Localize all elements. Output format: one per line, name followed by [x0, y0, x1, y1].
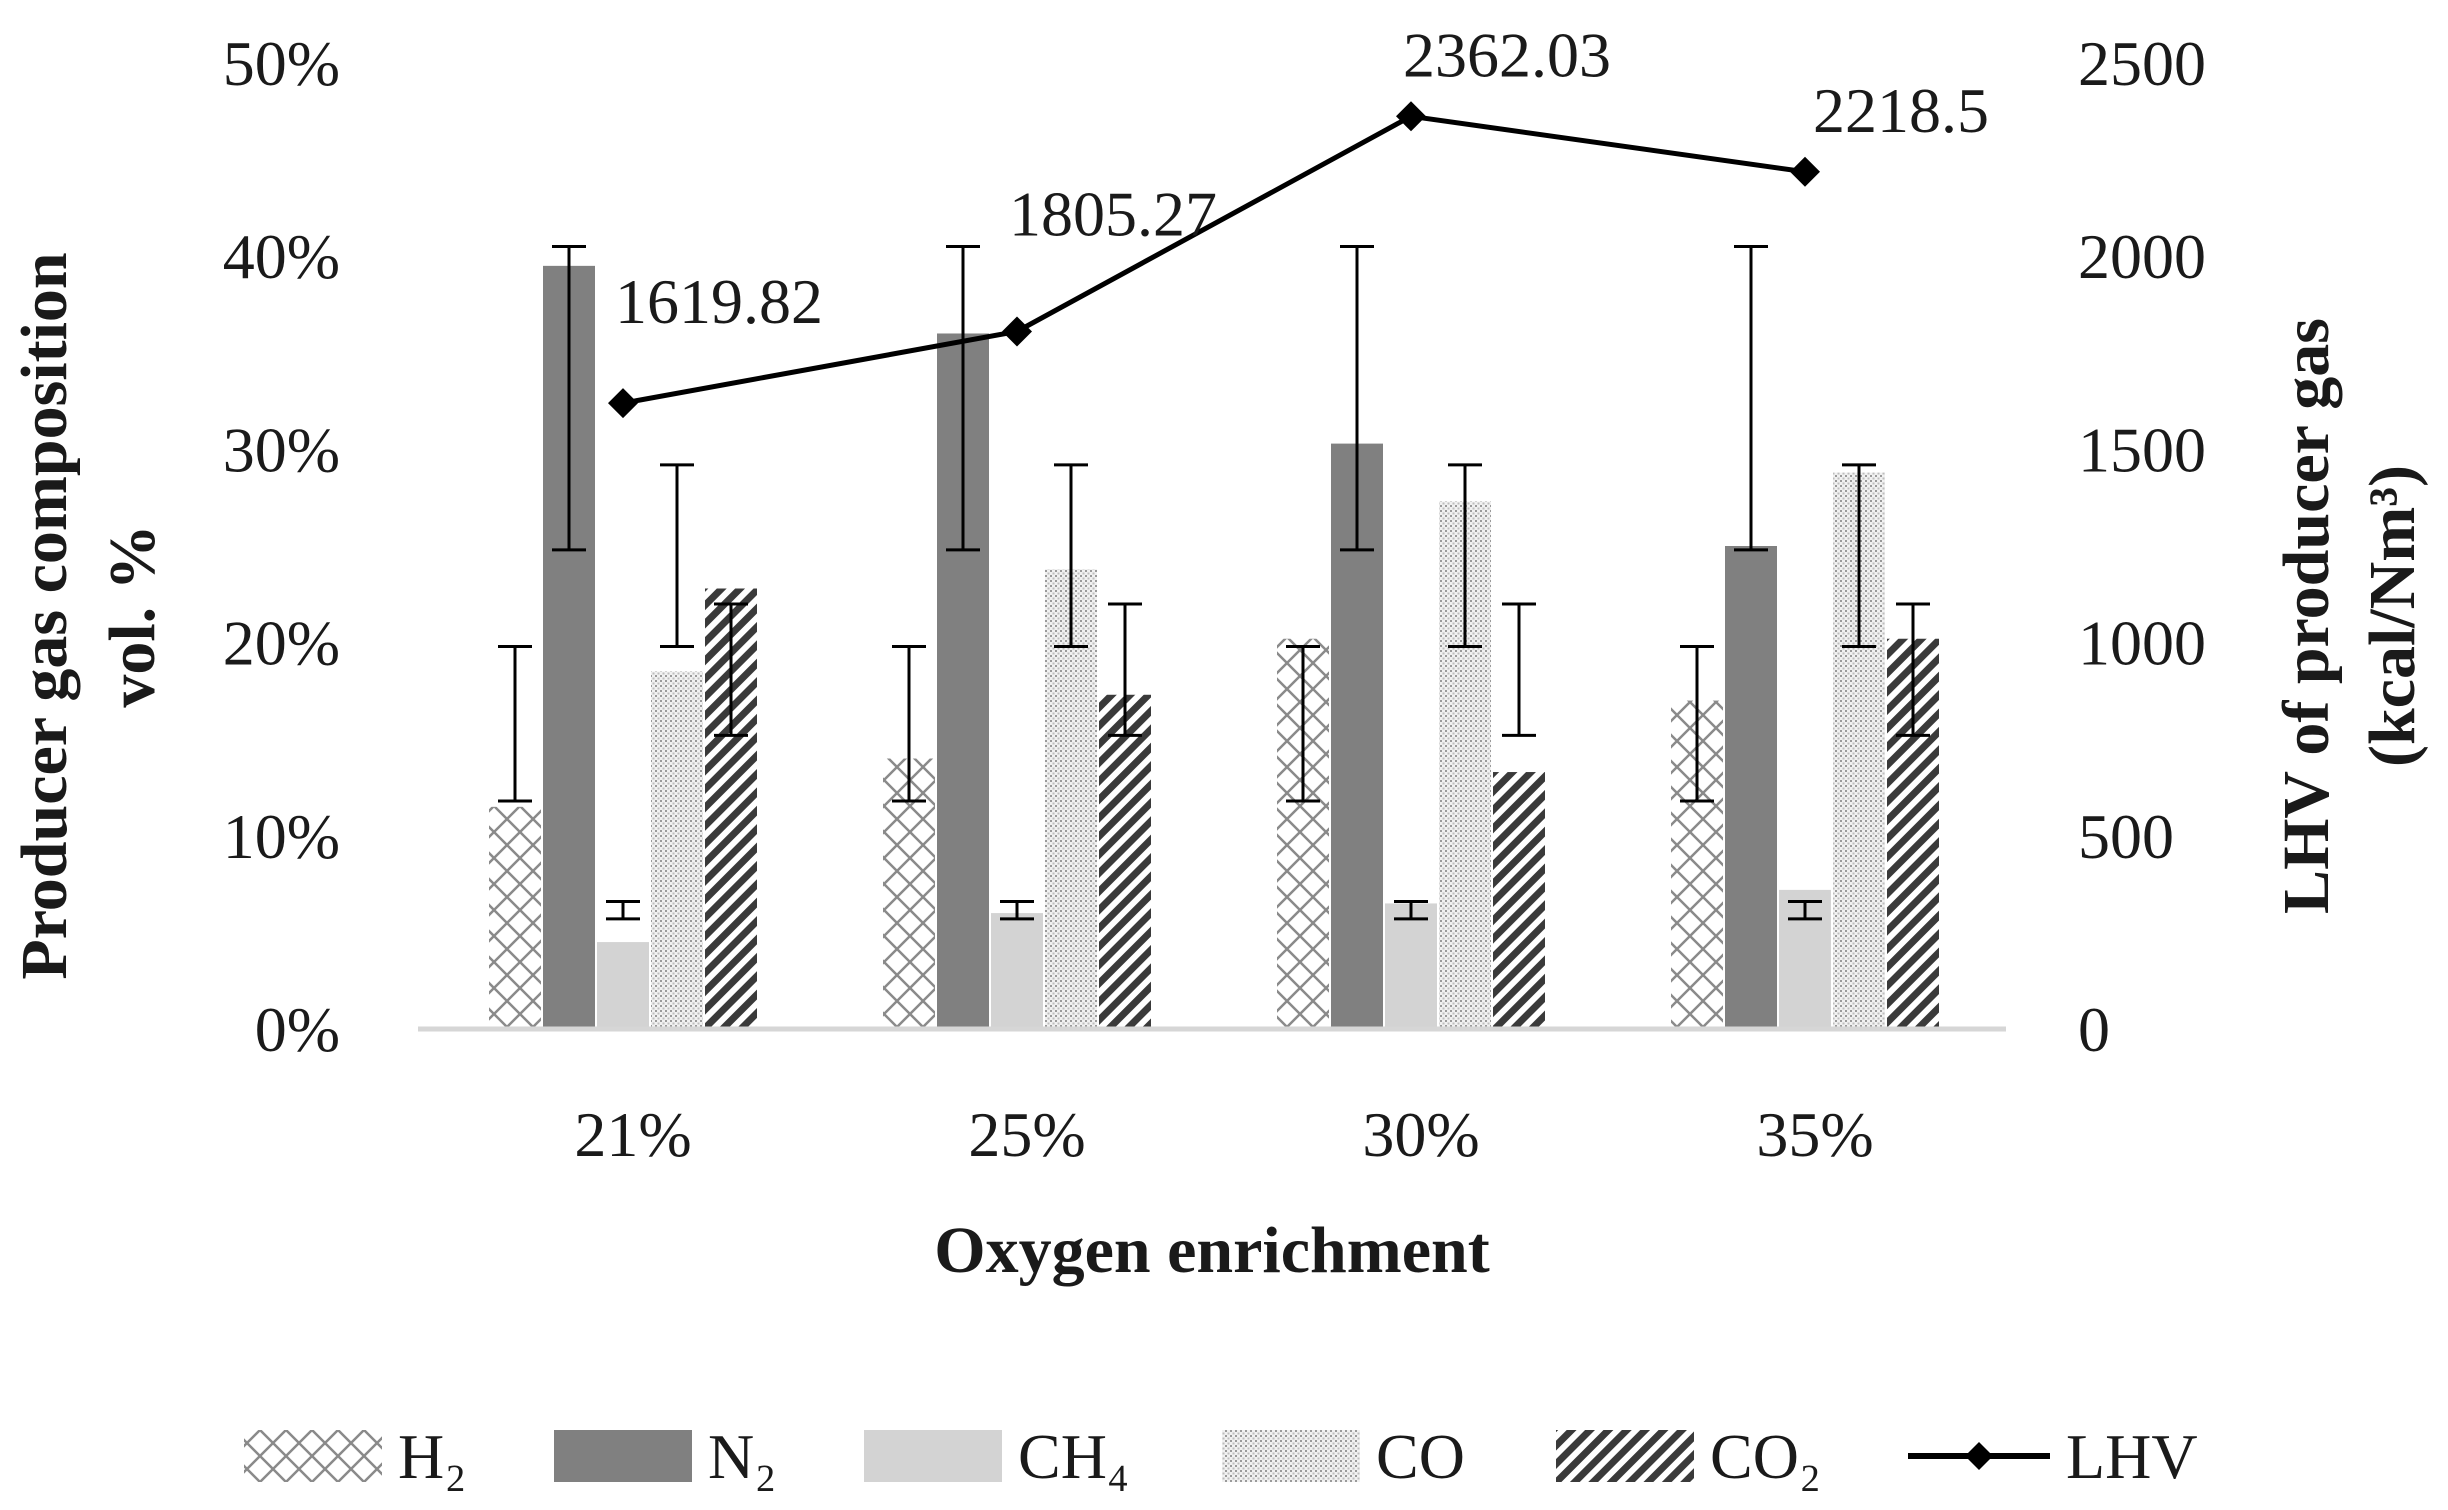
error-bar-co2-21% [714, 602, 748, 737]
y-axis-title-line1: Producer gas composition [8, 252, 81, 979]
lhv-data-label-21%: 1619.82 [615, 266, 823, 337]
error-bar-h2-25% [892, 644, 926, 803]
y2-tick-label: 1000 [2078, 608, 2206, 679]
error-bar-h2-35% [1680, 644, 1714, 803]
lhv-point-35% [1790, 156, 1820, 187]
bar-h2-21% [489, 806, 541, 1029]
lhv-point-25% [1002, 316, 1032, 347]
legend-swatch-lhv-marker [1965, 1442, 1993, 1470]
error-bar-ch4-25% [1000, 899, 1034, 921]
y2-tick-label: 2500 [2078, 28, 2206, 99]
bar-co-21% [651, 671, 703, 1029]
bar-co2-25% [1099, 694, 1151, 1029]
error-bar-ch4-30% [1394, 899, 1428, 921]
y-tick-label: 0% [255, 994, 340, 1065]
bar-ch4-25% [991, 913, 1043, 1029]
lhv-point-21% [608, 388, 638, 419]
y2-axis-title-line1: LHV of producer gas [2270, 318, 2343, 914]
bar-co2-30% [1493, 772, 1545, 1029]
legend-swatch-co [1222, 1430, 1360, 1482]
legend-label-lhv: LHV [2066, 1421, 2198, 1492]
error-bar-ch4-21% [606, 899, 640, 921]
legend-swatch-ch4 [864, 1430, 1002, 1482]
y2-axis-title-line2: (kcal/Nm³) [2356, 465, 2429, 767]
y2-tick-label: 1500 [2078, 414, 2206, 485]
legend-label-h2: H₂ [398, 1421, 467, 1492]
error-bar-n2-25% [946, 245, 980, 552]
legend-swatch-h2 [244, 1430, 382, 1482]
error-bar-co-30% [1448, 463, 1482, 648]
error-bar-co-35% [1842, 463, 1876, 648]
x-tick-label-35%: 35% [1756, 1099, 1873, 1170]
legend-label-co: CO [1376, 1421, 1465, 1492]
error-bar-co2-30% [1502, 602, 1536, 737]
error-bar-ch4-35% [1788, 899, 1822, 921]
error-bar-co-21% [660, 463, 694, 648]
x-axis-title: Oxygen enrichment [934, 1214, 1489, 1287]
legend: H₂ N₂ CH₄ CO CO₂ LHV [244, 1421, 2198, 1492]
error-bar-h2-21% [498, 644, 532, 803]
error-bar-n2-21% [552, 245, 586, 552]
y-tick-label: 40% [223, 221, 340, 292]
x-tick-label-30%: 30% [1362, 1099, 1479, 1170]
legend-label-n2: N₂ [708, 1421, 777, 1492]
error-bar-n2-30% [1340, 245, 1374, 552]
error-bar-co2-35% [1896, 602, 1930, 737]
lhv-data-label-30%: 2362.03 [1403, 19, 1611, 90]
y-axis-title-line2: vol. % [96, 524, 169, 707]
legend-label-co2: CO₂ [1710, 1421, 1821, 1492]
bar-h2-25% [883, 758, 935, 1029]
y-tick-label: 50% [223, 28, 340, 99]
lhv-series-line [622, 113, 1806, 406]
y-tick-label: 20% [223, 608, 340, 679]
bar-ch4-21% [597, 942, 649, 1029]
y2-tick-label: 0 [2078, 994, 2110, 1065]
y-tick-label: 30% [223, 414, 340, 485]
lhv-point-30% [1396, 101, 1426, 132]
y2-tick-label: 2000 [2078, 221, 2206, 292]
lhv-data-label-25%: 1805.27 [1009, 178, 1217, 249]
error-bar-h2-30% [1286, 644, 1320, 803]
bar-n2-35% [1725, 546, 1777, 1029]
lhv-data-label-35%: 2218.5 [1813, 75, 1989, 146]
legend-swatch-n2 [554, 1430, 692, 1482]
x-tick-label-21%: 21% [574, 1099, 691, 1170]
error-bar-co2-25% [1108, 602, 1142, 737]
y2-tick-label: 500 [2078, 801, 2174, 872]
legend-label-ch4: CH₄ [1018, 1421, 1129, 1492]
error-bar-n2-35% [1734, 245, 1768, 552]
x-tick-label-25%: 25% [968, 1099, 1085, 1170]
y-tick-label: 10% [223, 801, 340, 872]
legend-swatch-co2 [1556, 1430, 1694, 1482]
bar-ch4-30% [1385, 903, 1437, 1029]
error-bar-co-25% [1054, 463, 1088, 648]
